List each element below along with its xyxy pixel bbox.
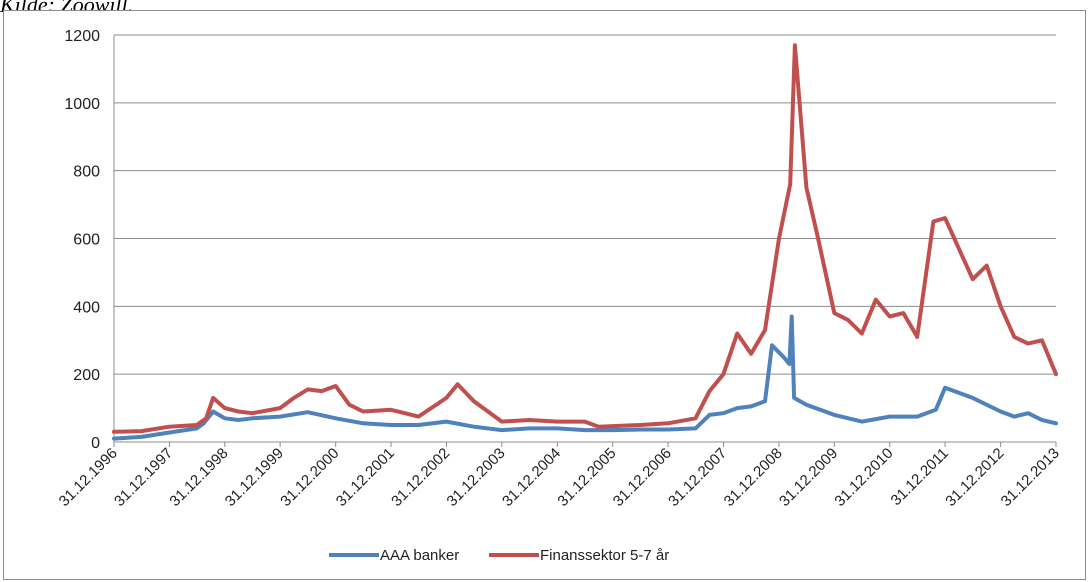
x-tick-label: 31.12.2011 bbox=[888, 445, 952, 509]
x-tick-label: 31.12.2007 bbox=[665, 445, 730, 510]
line-chart: 02004006008001000120031.12.199631.12.199… bbox=[56, 28, 1063, 564]
x-tick-label: 31.12.1997 bbox=[111, 445, 176, 510]
y-tick-label: 1200 bbox=[64, 28, 100, 45]
y-tick-label: 1000 bbox=[64, 96, 100, 113]
axes: 02004006008001000120031.12.199631.12.199… bbox=[56, 28, 1063, 510]
series-line-finanssektor bbox=[112, 43, 1058, 434]
x-tick-label: 31.12.2010 bbox=[831, 445, 896, 510]
series-line-aaa-banker bbox=[112, 314, 1058, 441]
y-tick-label: 800 bbox=[73, 164, 100, 181]
gridlines bbox=[114, 34, 1056, 375]
legend-label: AAA banker bbox=[380, 547, 459, 564]
x-tick-label: 31.12.2012 bbox=[942, 445, 1007, 510]
x-tick-label: 31.12.2006 bbox=[610, 445, 675, 510]
chart-frame: 0 200 400 600 800 1000 1200 31.12.1996 31.12.199… bbox=[3, 10, 1086, 580]
y-tick-label: 400 bbox=[73, 299, 100, 316]
legend-label: Finanssektor 5-7 år bbox=[540, 547, 669, 564]
x-tick-label: 31.12.2000 bbox=[277, 445, 342, 510]
x-tick-label: 31.12.1996 bbox=[56, 445, 121, 510]
x-tick-label: 31.12.2003 bbox=[444, 445, 509, 510]
x-tick-label: 31.12.2013 bbox=[998, 445, 1063, 510]
x-tick-label: 31.12.2004 bbox=[499, 445, 564, 510]
y-tick-label: 600 bbox=[73, 232, 100, 249]
legend: AAA banker Finanssektor 5-7 år bbox=[329, 547, 669, 564]
y-tick-label: 0 bbox=[91, 435, 100, 452]
x-tick-label: 31.12.1999 bbox=[222, 445, 287, 510]
x-tick-label: 31.12.2009 bbox=[776, 445, 841, 510]
x-tick-label: 31.12.2005 bbox=[554, 445, 619, 510]
y-tick-label: 200 bbox=[73, 367, 100, 384]
x-tick-label: 31.12.2002 bbox=[388, 445, 453, 510]
x-tick-label: 31.12.2001 bbox=[333, 445, 398, 510]
series-lines bbox=[112, 43, 1058, 441]
x-tick-label: 31.12.1998 bbox=[166, 445, 231, 510]
x-tick-label: 31.12.2008 bbox=[721, 445, 786, 510]
